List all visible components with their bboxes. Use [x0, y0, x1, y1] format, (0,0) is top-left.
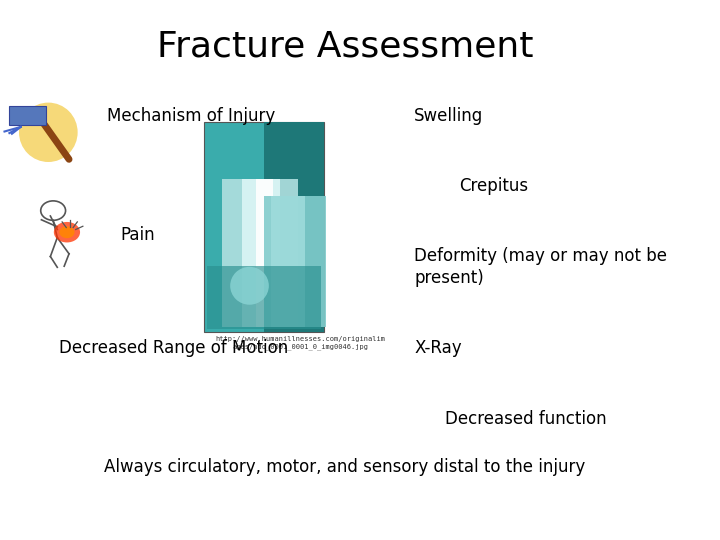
Ellipse shape [230, 267, 269, 305]
Text: Pain: Pain [121, 226, 156, 244]
Ellipse shape [19, 103, 78, 162]
FancyBboxPatch shape [222, 179, 297, 327]
Ellipse shape [54, 222, 80, 242]
Text: Deformity (may or may not be
present): Deformity (may or may not be present) [414, 247, 667, 287]
Text: Swelling: Swelling [414, 107, 483, 125]
FancyBboxPatch shape [271, 196, 305, 327]
Text: Fracture Assessment: Fracture Assessment [157, 30, 534, 64]
Text: Always circulatory, motor, and sensory distal to the injury: Always circulatory, motor, and sensory d… [104, 458, 586, 476]
Text: X-Ray: X-Ray [414, 339, 462, 357]
FancyBboxPatch shape [264, 196, 326, 327]
Text: Crepitus: Crepitus [459, 177, 528, 195]
FancyBboxPatch shape [204, 122, 325, 332]
Ellipse shape [59, 226, 75, 238]
Text: Decreased Range of Motion: Decreased Range of Motion [58, 339, 288, 357]
FancyBboxPatch shape [256, 179, 274, 327]
Text: Decreased function: Decreased function [445, 409, 607, 428]
FancyBboxPatch shape [264, 122, 325, 332]
Text: http://www.humanillnesses.com/originalim
ages/hdo_0001_0001_0_img0046.jpg: http://www.humanillnesses.com/originalim… [215, 336, 385, 349]
FancyBboxPatch shape [207, 266, 321, 329]
FancyBboxPatch shape [243, 179, 280, 327]
FancyBboxPatch shape [9, 106, 46, 125]
Text: Mechanism of Injury: Mechanism of Injury [107, 107, 275, 125]
